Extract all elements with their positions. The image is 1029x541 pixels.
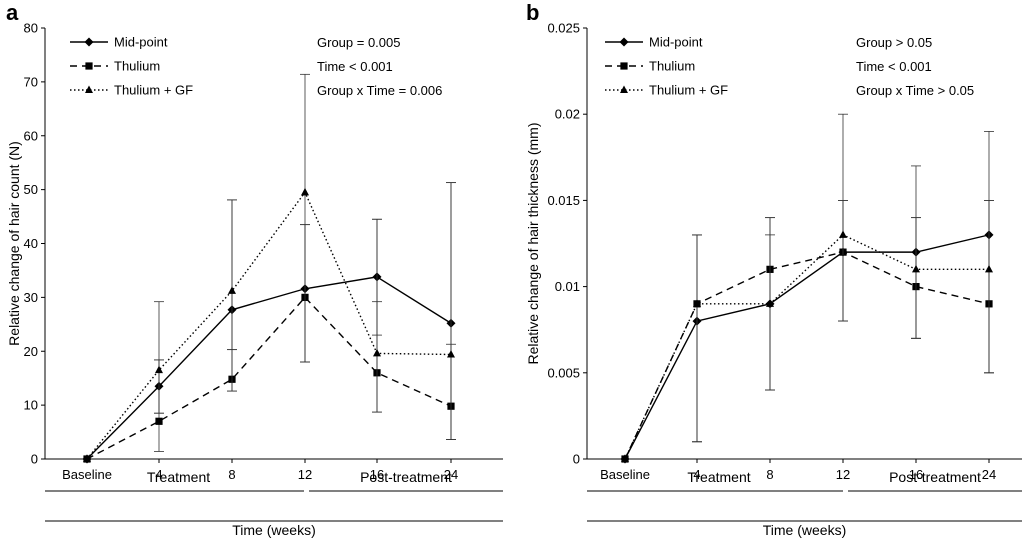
x-tick-label: 8 bbox=[228, 467, 235, 482]
y-tick-label: 0 bbox=[31, 452, 38, 467]
stat-annotation: Time < 0.001 bbox=[856, 59, 932, 74]
y-tick-label: 50 bbox=[24, 182, 38, 197]
x-tick-label: 24 bbox=[444, 467, 458, 482]
marker-triangle bbox=[912, 264, 920, 273]
y-tick-label: 0.02 bbox=[555, 107, 580, 122]
panel-letter: a bbox=[6, 0, 19, 25]
series-thulium-gf bbox=[83, 73, 456, 462]
series-mid-point bbox=[82, 182, 456, 464]
x-tick-label: Baseline bbox=[62, 467, 112, 482]
marker-triangle bbox=[373, 348, 381, 357]
x-axis-label: Time (weeks) bbox=[763, 522, 847, 538]
x-tick-label: 12 bbox=[298, 467, 312, 482]
marker-diamond bbox=[84, 37, 94, 47]
series-line bbox=[624, 234, 989, 460]
phase-label: Post-treatment bbox=[889, 469, 981, 485]
y-tick-label: 80 bbox=[24, 21, 38, 36]
stat-annotation: Group x Time = 0.006 bbox=[317, 83, 442, 98]
marker-triangle bbox=[620, 85, 628, 93]
phase-label: Post-treatment bbox=[360, 469, 452, 485]
x-axis-label: Time (weeks) bbox=[232, 522, 316, 538]
series-thulium-gf bbox=[621, 199, 994, 462]
series-line bbox=[86, 190, 452, 460]
y-tick-label: 40 bbox=[24, 236, 38, 251]
legend-label: Thulium + GF bbox=[649, 83, 728, 98]
series-line bbox=[624, 251, 990, 460]
series-thulium bbox=[621, 199, 994, 463]
legend-label: Thulium + GF bbox=[114, 83, 193, 98]
marker-triangle bbox=[85, 85, 93, 93]
x-tick-label: 4 bbox=[693, 467, 700, 482]
y-tick-label: 20 bbox=[24, 344, 38, 359]
x-tick-label: 24 bbox=[982, 467, 996, 482]
marker-triangle bbox=[155, 365, 163, 374]
marker-square bbox=[155, 417, 163, 425]
series-line bbox=[86, 296, 452, 460]
x-tick-label: 4 bbox=[155, 467, 162, 482]
legend-label: Mid-point bbox=[114, 35, 168, 50]
x-tick-label: 16 bbox=[370, 467, 384, 482]
series-line bbox=[86, 276, 452, 460]
marker-triangle bbox=[693, 299, 701, 307]
marker-triangle bbox=[839, 230, 847, 238]
marker-triangle bbox=[621, 454, 629, 462]
phase-label: Treatment bbox=[147, 469, 210, 485]
marker-triangle bbox=[83, 454, 91, 462]
y-tick-label: 0.005 bbox=[547, 365, 580, 380]
legend-label: Thulium bbox=[114, 59, 160, 74]
x-tick-label: 16 bbox=[909, 467, 923, 482]
y-tick-label: 10 bbox=[24, 398, 38, 413]
series-line bbox=[624, 234, 990, 460]
panel-a: a 0 10 20 30 40 50 60 70 80 Baseline 4 8 12 16 24 Relati… bbox=[6, 0, 503, 538]
marker-triangle bbox=[985, 264, 993, 273]
legend-label: Mid-point bbox=[649, 35, 703, 50]
legend-label: Thulium bbox=[649, 59, 695, 74]
y-tick-label: 30 bbox=[24, 290, 38, 305]
x-tick-label: 8 bbox=[766, 467, 773, 482]
marker-triangle bbox=[766, 299, 774, 307]
y-axis-label: Relative change of hair count (N) bbox=[6, 141, 22, 346]
marker-triangle bbox=[447, 349, 455, 358]
phase-label: Treatment bbox=[687, 469, 750, 485]
series-mid-point bbox=[620, 113, 994, 464]
y-tick-label: 70 bbox=[24, 74, 38, 89]
y-tick-label: 0.015 bbox=[547, 193, 580, 208]
stat-annotation: Time < 0.001 bbox=[317, 59, 393, 74]
y-tick-label: 60 bbox=[24, 128, 38, 143]
panel-letter: b bbox=[526, 0, 539, 25]
stat-annotation: Group = 0.005 bbox=[317, 35, 400, 50]
panel-b: b 0 0.005 0.01 0.015 0.02 0.025 Baseline 4 8 12 16 2… bbox=[525, 0, 1022, 538]
stat-annotation: Group x Time > 0.05 bbox=[856, 83, 974, 98]
x-tick-label: Baseline bbox=[600, 467, 650, 482]
stat-annotation: Group > 0.05 bbox=[856, 35, 932, 50]
marker-diamond bbox=[619, 37, 629, 47]
marker-square bbox=[85, 62, 93, 70]
x-tick-label: 12 bbox=[836, 467, 850, 482]
y-axis-label: Relative change of hair thickness (mm) bbox=[525, 123, 541, 365]
y-tick-label: 0.025 bbox=[547, 21, 580, 36]
series-thulium bbox=[83, 224, 456, 463]
marker-square bbox=[620, 62, 628, 70]
marker-triangle bbox=[301, 187, 309, 196]
y-tick-label: 0 bbox=[573, 452, 580, 467]
marker-triangle bbox=[228, 286, 236, 294]
y-tick-label: 0.01 bbox=[555, 279, 580, 294]
